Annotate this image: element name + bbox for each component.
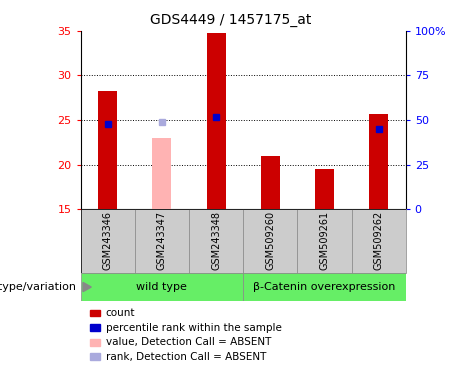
Text: genotype/variation: genotype/variation [0,282,76,292]
Bar [261,156,280,209]
Bar [81,273,243,301]
Text: GSM243348: GSM243348 [211,211,221,270]
Text: GSM509262: GSM509262 [373,211,384,270]
Polygon shape [83,283,91,292]
Text: wild type: wild type [136,282,187,292]
Bar [369,114,388,209]
Text: β-Catenin overexpression: β-Catenin overexpression [253,282,396,292]
Bar [315,169,334,209]
Text: count: count [106,308,135,318]
Bar [352,209,406,273]
Bar [297,209,352,273]
Bar [189,209,243,273]
Text: GSM243347: GSM243347 [157,211,167,270]
Bar [243,273,406,301]
Bar [207,33,225,209]
Text: GSM509261: GSM509261 [319,211,330,270]
Text: GSM243346: GSM243346 [103,211,113,270]
Bar [81,209,135,273]
Bar [135,209,189,273]
Bar [98,91,117,209]
Text: percentile rank within the sample: percentile rank within the sample [106,323,282,333]
Bar [153,138,171,209]
Text: rank, Detection Call = ABSENT: rank, Detection Call = ABSENT [106,352,266,362]
Text: value, Detection Call = ABSENT: value, Detection Call = ABSENT [106,337,271,347]
Text: GDS4449 / 1457175_at: GDS4449 / 1457175_at [150,13,311,27]
Text: GSM509260: GSM509260 [265,211,275,270]
Bar [243,209,297,273]
